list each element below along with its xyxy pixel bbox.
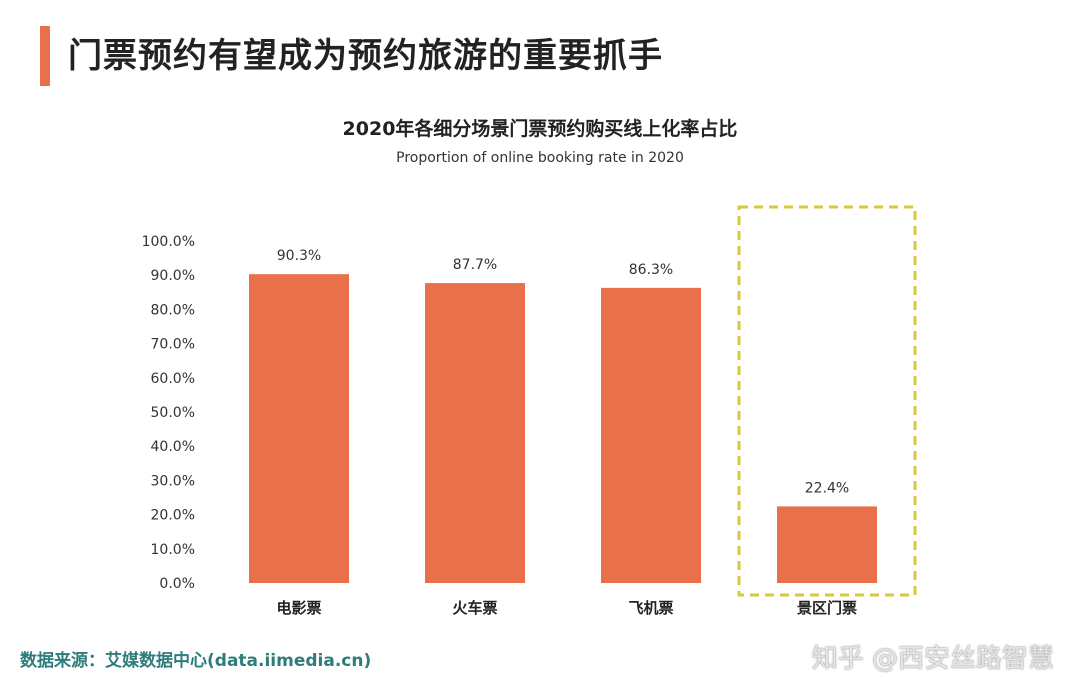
category-label: 飞机票: [628, 599, 673, 617]
highlight-frame: [737, 205, 917, 597]
data-label: 90.3%: [277, 248, 321, 264]
data-label: 87.7%: [453, 257, 497, 273]
page-title: 门票预约有望成为预约旅游的重要抓手: [68, 36, 663, 76]
chart-title: 2020年各细分场景门票预约购买线上化率占比: [342, 118, 738, 140]
y-tick-label: 70.0%: [151, 337, 195, 353]
y-tick-label: 100.0%: [142, 234, 195, 250]
chart-subtitle: Proportion of online booking rate in 202…: [396, 150, 684, 166]
y-tick-label: 90.0%: [151, 268, 195, 284]
data-label: 22.4%: [805, 480, 849, 496]
bar: [777, 506, 877, 583]
category-label: 火车票: [452, 599, 497, 617]
bar: [601, 287, 701, 583]
data-source-note: 数据来源：艾媒数据中心(data.iimedia.cn): [20, 651, 372, 671]
data-label: 86.3%: [629, 262, 673, 278]
bar: [249, 274, 349, 583]
category-label: 景区门票: [797, 599, 857, 617]
y-tick-label: 40.0%: [151, 439, 195, 455]
y-tick-label: 80.0%: [151, 302, 195, 318]
bar: [425, 283, 525, 583]
y-tick-label: 10.0%: [151, 542, 195, 558]
y-tick-label: 60.0%: [151, 371, 195, 387]
watermark: 知乎 @西安丝路智慧: [811, 644, 1054, 674]
y-tick-label: 30.0%: [151, 473, 195, 489]
category-label: 电影票: [276, 599, 321, 617]
y-tick-label: 50.0%: [151, 405, 195, 421]
y-tick-label: 20.0%: [151, 508, 195, 524]
title-accent-bar: [40, 26, 50, 86]
y-tick-label: 0.0%: [159, 576, 195, 592]
